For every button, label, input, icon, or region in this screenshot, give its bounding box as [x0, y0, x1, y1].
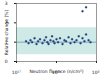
- svg-text:10²¹: 10²¹: [92, 70, 100, 75]
- svg-text:3: 3: [5, 1, 8, 6]
- svg-text:Neutron fluence (n/cm²): Neutron fluence (n/cm²): [29, 69, 83, 74]
- svg-text:Relative change (%): Relative change (%): [4, 10, 9, 56]
- svg-text:0: 0: [5, 59, 8, 64]
- svg-text:10¹⁷: 10¹⁷: [12, 70, 22, 75]
